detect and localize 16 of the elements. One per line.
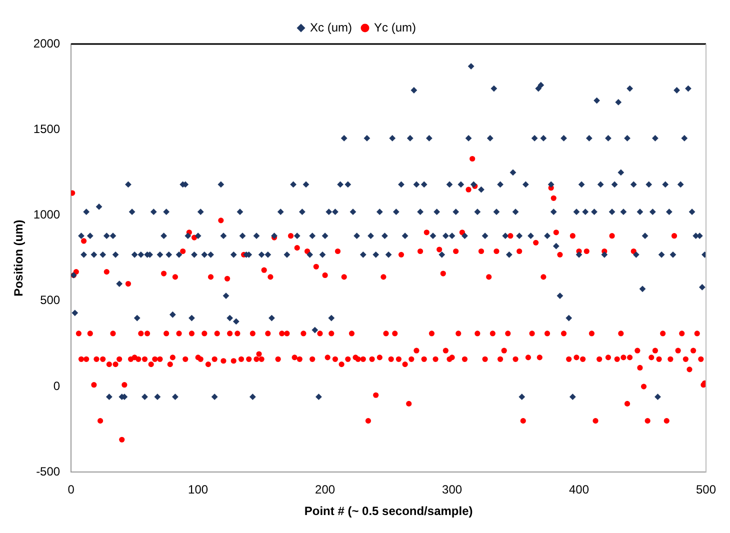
x-axis-title: Point # (~ 0.5 second/sample) (304, 504, 473, 518)
y-tick-label: 0 (53, 378, 60, 393)
x-tick-label: 0 (68, 482, 75, 497)
y-tick-label: 2000 (33, 36, 60, 50)
y-axis-title: Position (um) (12, 220, 26, 296)
x-tick-label: 400 (569, 482, 590, 497)
y-tick-label: -500 (36, 464, 60, 479)
y-tick-label: 500 (40, 293, 60, 308)
legend-label: Xc (um) (310, 20, 352, 34)
y-tick-label: 1500 (33, 122, 60, 136)
y-tick-label: 1000 (33, 208, 60, 222)
x-tick-label: 500 (696, 482, 716, 497)
x-tick-label: 200 (315, 482, 336, 497)
x-tick-label: 300 (442, 482, 462, 497)
x-tick-label: 100 (188, 482, 208, 497)
legend-label: Yc (um) (374, 20, 416, 34)
